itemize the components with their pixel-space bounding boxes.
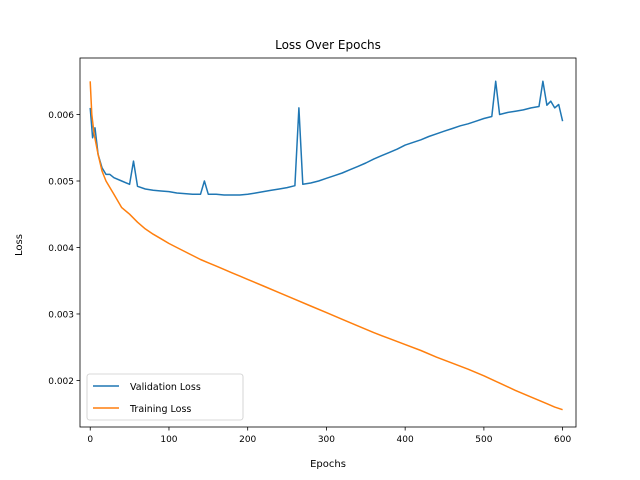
x-tick-label-5: 500 (475, 435, 492, 445)
x-tick-label-4: 400 (397, 435, 414, 445)
x-tick-label-1: 100 (160, 435, 177, 445)
legend: Validation Loss Training Loss (86, 373, 244, 421)
y-tick-label-4: 0.006 (48, 111, 74, 121)
legend-box (86, 373, 244, 421)
series-line-0 (89, 80, 564, 196)
x-tick-label-3: 300 (318, 435, 335, 445)
axes-frame (79, 57, 577, 428)
legend-label-0: Validation Loss (130, 382, 201, 393)
x-axis-label: Epochs (310, 459, 346, 470)
plot-area: 0 100 200 300 400 500 600 0.002 0.003 0.004 0.005 0… (48, 57, 577, 445)
x-tick-label-2: 200 (239, 435, 256, 445)
y-tick-label-2: 0.004 (48, 244, 74, 254)
y-tick-label-0: 0.002 (48, 377, 74, 387)
x-tick-label-6: 600 (554, 435, 571, 445)
legend-label-1: Training Loss (129, 404, 191, 415)
x-tick-label-0: 0 (87, 435, 93, 445)
y-tick-label-1: 0.003 (48, 310, 74, 320)
y-axis-label: Loss (14, 234, 25, 256)
series-line-1 (89, 81, 563, 411)
y-tick-label-3: 0.005 (48, 178, 74, 188)
chart-title: Loss Over Epochs (275, 38, 381, 52)
